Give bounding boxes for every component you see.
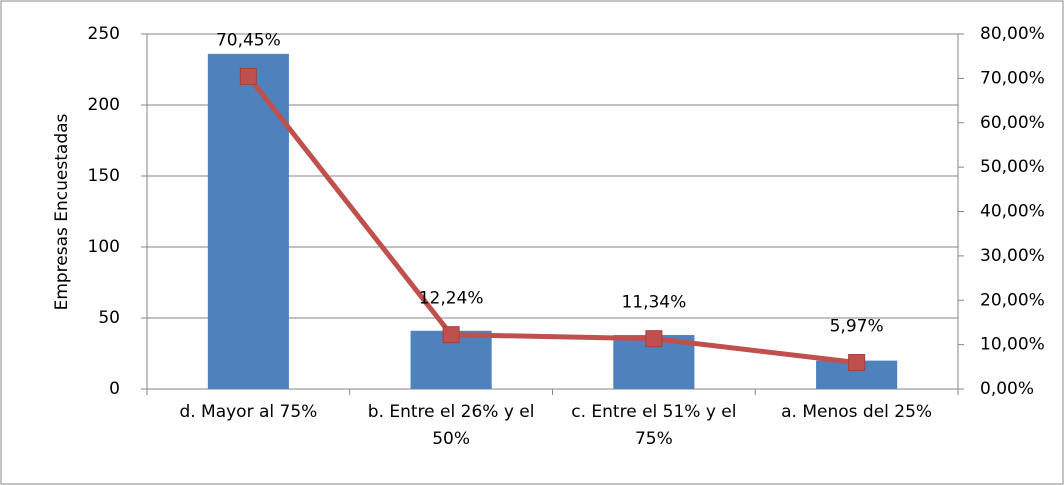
y-tick-label: 100 — [88, 237, 120, 257]
line — [246, 74, 857, 365]
y-tick-label: 250 — [88, 24, 120, 44]
bar — [207, 53, 289, 389]
y-tick-label: 200 — [88, 95, 120, 115]
x-tick-label: c. Entre el 51% y el 75% — [571, 402, 737, 449]
line-marker — [848, 354, 866, 372]
x-tick-label: b. Entre el 26% y el 50% — [367, 402, 535, 449]
data-label: 11,34% — [621, 293, 686, 313]
y-axis-label: Empresas Encuestadas — [52, 113, 72, 310]
y-tick-label: 150 — [88, 166, 120, 186]
y-tick-label: 0 — [109, 379, 120, 399]
y2-tick-label: 80,00% — [980, 24, 1045, 44]
y2-tick-label: 60,00% — [980, 113, 1045, 133]
y2-tick-label: 40,00% — [980, 202, 1045, 222]
y2-tick-label: 50,00% — [980, 157, 1045, 177]
data-label: 12,24% — [419, 289, 484, 309]
y2-tick-label: 10,00% — [980, 335, 1045, 355]
line-marker — [442, 326, 460, 344]
x-tick-label: a. Menos del 25% — [781, 402, 933, 422]
x-tick-label: d. Mayor al 75% — [179, 402, 318, 422]
line-marker — [645, 330, 663, 348]
y2-tick-label: 20,00% — [980, 290, 1045, 310]
y2-tick-label: 70,00% — [980, 68, 1045, 88]
y2-tick-label: 0,00% — [980, 379, 1034, 399]
y-tick-label: 50 — [98, 308, 120, 328]
y2-tick-label: 30,00% — [980, 246, 1045, 266]
data-label: 5,97% — [830, 317, 884, 337]
data-label: 70,45% — [216, 30, 281, 50]
line-marker — [239, 67, 257, 85]
